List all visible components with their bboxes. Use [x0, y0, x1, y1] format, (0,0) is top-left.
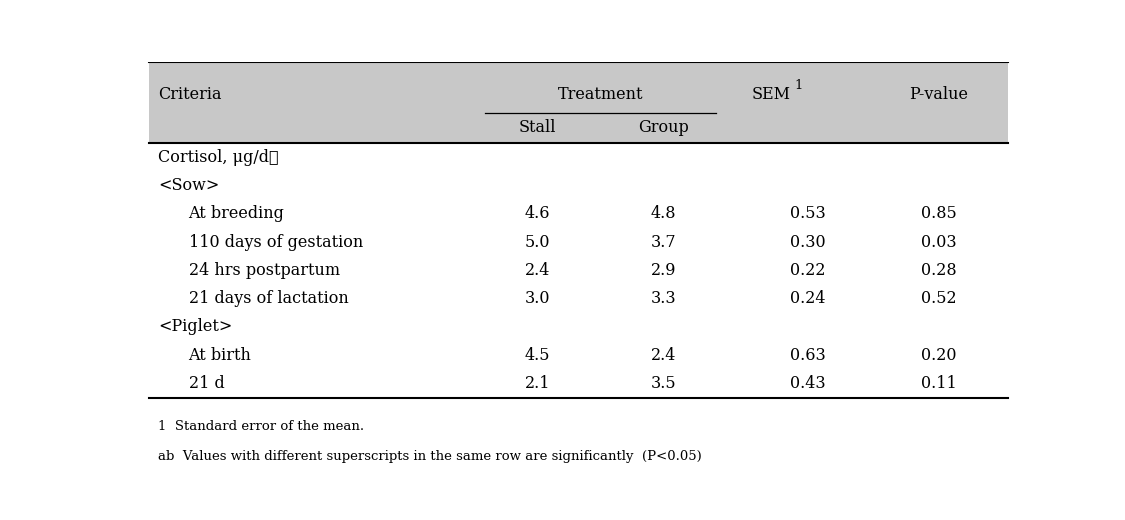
Text: 4.8: 4.8 [651, 205, 676, 223]
Text: <Sow>: <Sow> [158, 177, 219, 194]
Text: 0.53: 0.53 [790, 205, 826, 223]
Text: 0.11: 0.11 [920, 375, 956, 392]
Text: 1  Standard error of the mean.: 1 Standard error of the mean. [158, 420, 364, 433]
Text: 0.43: 0.43 [790, 375, 826, 392]
Bar [150, 62, 1008, 144]
Text: Cortisol, μg/dℓ: Cortisol, μg/dℓ [158, 149, 279, 166]
Text: 0.52: 0.52 [920, 290, 956, 307]
Text: Criteria: Criteria [158, 86, 222, 103]
Text: 0.28: 0.28 [920, 262, 956, 279]
Text: 0.24: 0.24 [790, 290, 826, 307]
Text: At birth: At birth [189, 347, 252, 363]
Text: Treatment: Treatment [558, 86, 644, 103]
Text: 0.30: 0.30 [790, 233, 826, 251]
Text: 2.4: 2.4 [524, 262, 550, 279]
Text: 4.6: 4.6 [524, 205, 550, 223]
Text: 0.85: 0.85 [920, 205, 956, 223]
Text: 3.3: 3.3 [651, 290, 676, 307]
Text: 0.63: 0.63 [790, 347, 826, 363]
Text: 1: 1 [794, 79, 803, 92]
Text: 3.7: 3.7 [651, 233, 676, 251]
Text: 2.4: 2.4 [651, 347, 676, 363]
Text: 24 hrs postpartum: 24 hrs postpartum [189, 262, 340, 279]
Text: 3.5: 3.5 [651, 375, 676, 392]
Text: 0.20: 0.20 [920, 347, 956, 363]
Text: 3.0: 3.0 [524, 290, 550, 307]
Text: Stall: Stall [519, 119, 556, 136]
Text: 21 days of lactation: 21 days of lactation [189, 290, 349, 307]
Text: 2.9: 2.9 [651, 262, 676, 279]
Text: ab  Values with different superscripts in the same row are significantly  (P<0.0: ab Values with different superscripts in… [158, 450, 702, 463]
Text: 0.22: 0.22 [790, 262, 826, 279]
Text: At breeding: At breeding [189, 205, 285, 223]
Text: 5.0: 5.0 [524, 233, 550, 251]
Text: <Piglet>: <Piglet> [158, 318, 233, 335]
Text: 110 days of gestation: 110 days of gestation [189, 233, 363, 251]
Text: 21 d: 21 d [189, 375, 224, 392]
Text: SEM: SEM [752, 86, 790, 103]
Text: P-value: P-value [909, 86, 968, 103]
Text: 2.1: 2.1 [524, 375, 550, 392]
Text: Group: Group [638, 119, 690, 136]
Text: 4.5: 4.5 [524, 347, 550, 363]
Text: 0.03: 0.03 [920, 233, 956, 251]
